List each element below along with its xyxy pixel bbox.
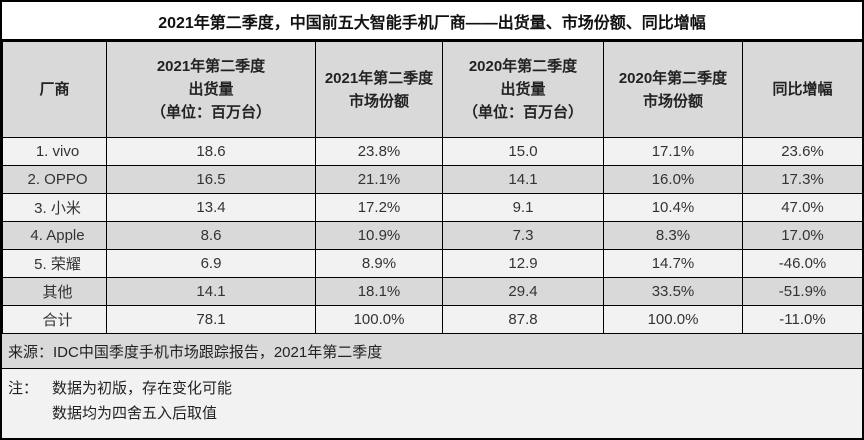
cell-2021-shipments: 6.9 [106, 249, 316, 278]
cell-yoy: 47.0% [742, 193, 862, 222]
cell-yoy: 17.3% [742, 165, 862, 194]
cell-vendor: 3. 小米 [2, 193, 107, 222]
cell-vendor: 其他 [2, 277, 107, 306]
cell-2021-share: 17.2% [315, 193, 443, 222]
cell-vendor: 1. vivo [2, 137, 107, 166]
cell-vendor: 2. OPPO [2, 165, 107, 194]
cell-yoy: 17.0% [742, 221, 862, 250]
cell-2021-share: 10.9% [315, 221, 443, 250]
cell-2021-shipments: 8.6 [106, 221, 316, 250]
page-title: 2021年第二季度，中国前五大智能手机厂商——出货量、市场份额、同比增幅 [2, 2, 862, 41]
col-header-2020-shipments: 2020年第二季度 出货量 （单位：百万台） [442, 41, 604, 138]
table-row-others: 其他 14.1 18.1% 29.4 33.5% -51.9% [2, 277, 862, 306]
footnote-line-1: 数据为初版，存在变化可能 [52, 380, 233, 397]
cell-2021-share: 23.8% [315, 137, 443, 166]
cell-2020-shipments: 87.8 [442, 305, 604, 334]
cell-yoy: -51.9% [742, 277, 862, 306]
cell-yoy: -11.0% [742, 305, 862, 334]
table-row-total: 合计 78.1 100.0% 87.8 100.0% -11.0% [2, 305, 862, 334]
cell-2020-share: 10.4% [603, 193, 743, 222]
cell-yoy: -46.0% [742, 249, 862, 278]
cell-vendor: 4. Apple [2, 221, 107, 250]
footnote-line-2: 数据均为四舍五入后取值 [52, 405, 218, 422]
data-table: 厂商 2021年第二季度 出货量 （单位：百万台） 2021年第二季度 市场份额… [2, 41, 862, 334]
source-note: 来源：IDC中国季度手机市场跟踪报告，2021年第二季度 [2, 334, 862, 369]
cell-2021-shipments: 16.5 [106, 165, 316, 194]
cell-2020-share: 33.5% [603, 277, 743, 306]
cell-2020-share: 8.3% [603, 221, 743, 250]
footnote-lines: 数据为初版，存在变化可能 数据均为四舍五入后取值 [52, 376, 232, 426]
cell-2021-share: 8.9% [315, 249, 443, 278]
table-row-honor: 5. 荣耀 6.9 8.9% 12.9 14.7% -46.0% [2, 249, 862, 278]
cell-2020-share: 17.1% [603, 137, 743, 166]
cell-2021-shipments: 13.4 [106, 193, 316, 222]
cell-2020-shipments: 12.9 [442, 249, 604, 278]
cell-2021-shipments: 14.1 [106, 277, 316, 306]
cell-vendor: 5. 荣耀 [2, 249, 107, 278]
cell-2020-share: 16.0% [603, 165, 743, 194]
col-header-yoy: 同比增幅 [742, 41, 862, 138]
col-header-2020-share: 2020年第二季度 市场份额 [603, 41, 743, 138]
footnote-label: 注： [8, 380, 39, 397]
table-row-apple: 4. Apple 8.6 10.9% 7.3 8.3% 17.0% [2, 221, 862, 250]
cell-2020-shipments: 14.1 [442, 165, 604, 194]
col-header-2021-shipments: 2021年第二季度 出货量 （单位：百万台） [106, 41, 316, 138]
col-header-2021-share: 2021年第二季度 市场份额 [315, 41, 443, 138]
table-row-oppo: 2. OPPO 16.5 21.1% 14.1 16.0% 17.3% [2, 165, 862, 194]
footnote: 注： 数据为初版，存在变化可能 数据均为四舍五入后取值 [2, 369, 862, 438]
cell-2020-shipments: 7.3 [442, 221, 604, 250]
cell-2020-shipments: 9.1 [442, 193, 604, 222]
cell-yoy: 23.6% [742, 137, 862, 166]
col-header-vendor: 厂商 [2, 41, 107, 138]
cell-2021-shipments: 18.6 [106, 137, 316, 166]
cell-vendor: 合计 [2, 305, 107, 334]
cell-2021-share: 100.0% [315, 305, 443, 334]
cell-2020-shipments: 29.4 [442, 277, 604, 306]
cell-2021-shipments: 78.1 [106, 305, 316, 334]
cell-2021-share: 18.1% [315, 277, 443, 306]
cell-2021-share: 21.1% [315, 165, 443, 194]
header-row: 厂商 2021年第二季度 出货量 （单位：百万台） 2021年第二季度 市场份额… [2, 41, 862, 138]
table-row-vivo: 1. vivo 18.6 23.8% 15.0 17.1% 23.6% [2, 137, 862, 166]
cell-2020-share: 14.7% [603, 249, 743, 278]
cell-2020-shipments: 15.0 [442, 137, 604, 166]
cell-2020-share: 100.0% [603, 305, 743, 334]
table-row-xiaomi: 3. 小米 13.4 17.2% 9.1 10.4% 47.0% [2, 193, 862, 222]
